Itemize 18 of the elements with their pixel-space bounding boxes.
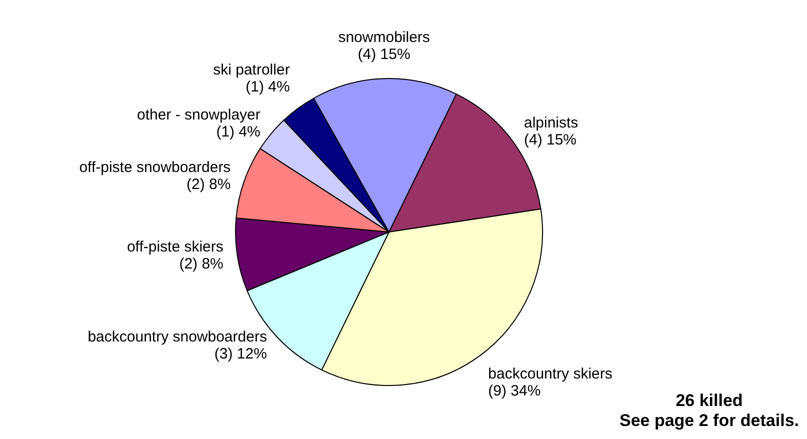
data-label: (4) 15% [358,46,410,64]
slice-label: backcountry skiers [488,366,612,383]
slice-label: ski patroller [213,62,290,79]
slice-label: snowmobilers [338,29,430,46]
text: See page 2 for details. [619,411,799,431]
data-label: (3) 12% [214,345,267,362]
slice-label: other - snowplayer [136,106,260,124]
data-label: (2) 8% [186,176,231,193]
data-label: (9) 34% [488,382,541,400]
slice-label: alpinists [524,114,578,132]
slice-label: off-piste skiers [126,238,224,256]
data-label: (4) 15% [524,131,577,148]
data-label: (1) 4% [246,78,290,96]
data-label: (1) 4% [216,123,260,140]
text: 26 killed [674,391,744,411]
slice-label: off-piste snowboarders [79,158,231,176]
data-label: (2) 8% [179,256,224,273]
slice-label: backcountry snowboarders [88,328,267,346]
